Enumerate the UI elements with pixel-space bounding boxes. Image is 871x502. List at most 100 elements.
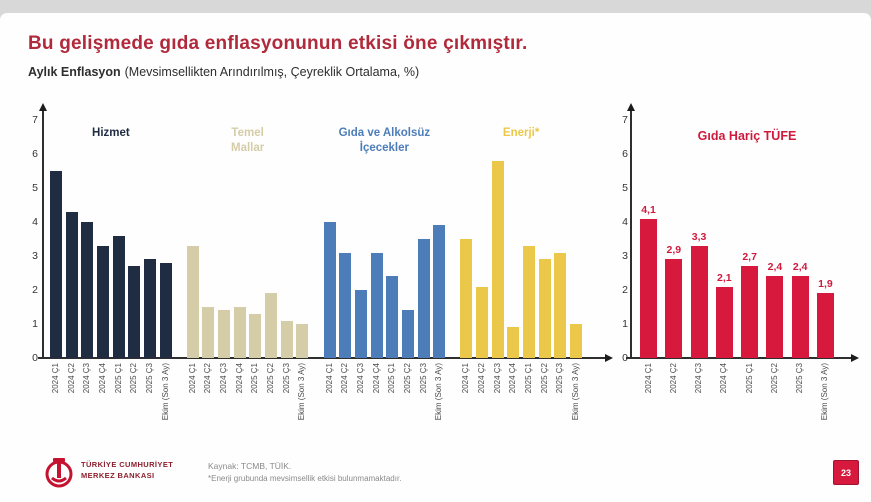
source-block: Kaynak: TCMB, TÜİK. *Enerji grubunda mev… xyxy=(208,461,401,483)
left-chart-groups: Hizmet 2024 Ç1 2024 Ç2 2024 Ç3 2024 Ç4 2025 Ç… xyxy=(50,120,582,420)
bar-cell: Ekim (Son 3 Ay) xyxy=(433,120,446,420)
bar xyxy=(741,266,759,358)
x-tick-label: 2025 Ç3 xyxy=(145,363,155,394)
bar-cell: 2,4 2025 Ç3 xyxy=(791,120,809,393)
bar xyxy=(280,320,293,358)
bar xyxy=(640,218,657,358)
y-tick-label: 5 xyxy=(32,182,38,194)
bar xyxy=(665,259,683,358)
x-tick-label: 2024 Ç1 xyxy=(187,363,197,394)
bar-cell: 2024 Ç2 xyxy=(475,120,488,393)
bar-cell: 2025 Ç3 xyxy=(417,120,430,393)
bar xyxy=(112,235,125,358)
bar-cell: 2,1 2024 Ç4 xyxy=(715,120,733,393)
y-tick-label: 7 xyxy=(32,114,38,126)
bar xyxy=(538,259,551,358)
x-tick-label: 2024 Ç4 xyxy=(508,363,518,394)
subtitle-rest: (Mevsimsellikten Arındırılmış, Çeyreklik… xyxy=(124,65,420,79)
bar xyxy=(507,327,520,358)
bar xyxy=(569,324,582,358)
x-tick-label: 2024 Ç2 xyxy=(203,363,213,394)
bar-value-label: 1,9 xyxy=(818,278,833,291)
bar-cell: 2025 Ç3 xyxy=(554,120,567,393)
x-tick-label: 2024 Ç4 xyxy=(371,363,381,394)
x-tick-label: 2024 Ç3 xyxy=(355,363,365,394)
bar-cell: 2024 Ç2 xyxy=(339,120,352,393)
bar xyxy=(791,276,809,358)
bar-cell: 2025 Ç2 xyxy=(401,120,414,393)
bar xyxy=(370,252,383,358)
bar xyxy=(690,245,708,358)
source-text: Kaynak: TCMB, TÜİK. xyxy=(208,461,292,471)
x-tick-label: 2024 Ç3 xyxy=(694,363,704,394)
bar-cell: 2025 Ç1 xyxy=(112,120,125,393)
bar xyxy=(475,286,488,358)
bar xyxy=(460,239,473,358)
cpi-excluding-food-chart: Gıda Hariç TÜFE 0 1 2 3 4 5 6 7 4,1 2024 Ç1 2,9 20… xyxy=(616,103,859,420)
y-tick-label: 6 xyxy=(622,148,628,160)
bar-cell: 1,9 Ekim (Son 3 Ay) xyxy=(816,120,834,420)
chart-subtitle: Aylık Enflasyon (Mevsimsellikten Arındırı… xyxy=(28,65,419,79)
footnote-text: *Enerji grubunda mevsimsellik etkisi bul… xyxy=(208,474,402,483)
x-tick-label: Ekim (Son 3 Ay) xyxy=(297,363,307,421)
y-tick-label: 2 xyxy=(622,284,628,296)
y-tick-label: 1 xyxy=(622,318,628,330)
x-tick-label: 2024 Ç1 xyxy=(461,363,471,394)
bar xyxy=(386,276,399,358)
bar xyxy=(97,245,110,358)
bar-cell: 2024 Ç2 xyxy=(202,120,215,393)
bar-cell: 2025 Ç3 xyxy=(280,120,293,393)
series-legend-label: Hizmet xyxy=(92,127,130,139)
bar xyxy=(339,252,352,358)
logo-line2: MERKEZ BANKASI xyxy=(81,471,155,480)
tcmb-logo-icon xyxy=(45,458,73,488)
x-tick-label: Ekim (Son 3 Ay) xyxy=(160,363,170,421)
bar-cell: Ekim (Son 3 Ay) xyxy=(159,120,172,420)
bar xyxy=(218,310,231,358)
series-group-4: Enerji* 2024 Ç1 2024 Ç2 2024 Ç3 2024 Ç4 2025 … xyxy=(460,120,582,420)
x-tick-label: 2024 Ç2 xyxy=(340,363,350,394)
subtitle-bold: Aylık Enflasyon xyxy=(28,65,121,79)
x-tick-label: 2025 Ç3 xyxy=(281,363,291,394)
x-tick-label: 2025 Ç2 xyxy=(402,363,412,394)
bar-cell: 2025 Ç1 xyxy=(386,120,399,393)
bar-cell: 2024 Ç3 xyxy=(81,120,94,393)
x-tick-label: 2025 Ç2 xyxy=(129,363,139,394)
bar-cell: 2,9 2024 Ç2 xyxy=(665,120,683,393)
bar-cell: 2024 Ç4 xyxy=(370,120,383,393)
series-legend-label: Gıda ve Alkolsüz İçecekler xyxy=(338,127,431,154)
y-tick-label: 0 xyxy=(616,352,628,364)
bar-cell: 2024 Ç3 xyxy=(354,120,367,393)
y-axis-arrow-icon xyxy=(39,103,47,111)
x-tick-label: 2025 Ç1 xyxy=(113,363,123,394)
bar xyxy=(554,252,567,358)
bar xyxy=(296,324,309,358)
bar-cell: 2025 Ç1 xyxy=(522,120,535,393)
x-tick-label: 2024 Ç1 xyxy=(324,363,334,394)
series-legend-label: Temel Mallar xyxy=(231,127,265,154)
x-tick-label: 2024 Ç1 xyxy=(643,363,653,394)
bar-cell: 2,4 2025 Ç2 xyxy=(766,120,784,393)
right-y-axis-ticks: 0 1 2 3 4 5 6 7 xyxy=(616,114,628,364)
bar xyxy=(144,259,157,358)
bar-cell: 2025 Ç2 xyxy=(265,120,278,393)
bar-value-label: 2,4 xyxy=(792,261,808,274)
bar-cell: 4,1 2024 Ç1 xyxy=(640,120,657,393)
series-group-1: Hizmet 2024 Ç1 2024 Ç2 2024 Ç3 2024 Ç4 2025 Ç… xyxy=(50,120,172,420)
y-tick-label: 6 xyxy=(32,148,38,160)
bar xyxy=(159,262,172,358)
bar-value-label: 3,3 xyxy=(691,230,707,243)
y-tick-label: 5 xyxy=(622,182,628,194)
bar xyxy=(491,160,504,358)
x-tick-label: 2024 Ç3 xyxy=(219,363,229,394)
bar xyxy=(816,293,834,358)
bar-cell: Ekim (Son 3 Ay) xyxy=(569,120,582,420)
bar-value-label: 2,7 xyxy=(742,251,757,264)
bar xyxy=(354,290,367,358)
bar-cell: 2024 Ç1 xyxy=(323,120,336,393)
slide-title: Bu gelişmede gıda enflasyonunun etkisi ö… xyxy=(28,33,528,54)
x-tick-label: Ekim (Son 3 Ay) xyxy=(570,363,580,421)
y-tick-label: 4 xyxy=(32,216,38,228)
y-tick-label: 3 xyxy=(622,250,628,262)
x-tick-label: 2024 Ç2 xyxy=(66,363,76,394)
